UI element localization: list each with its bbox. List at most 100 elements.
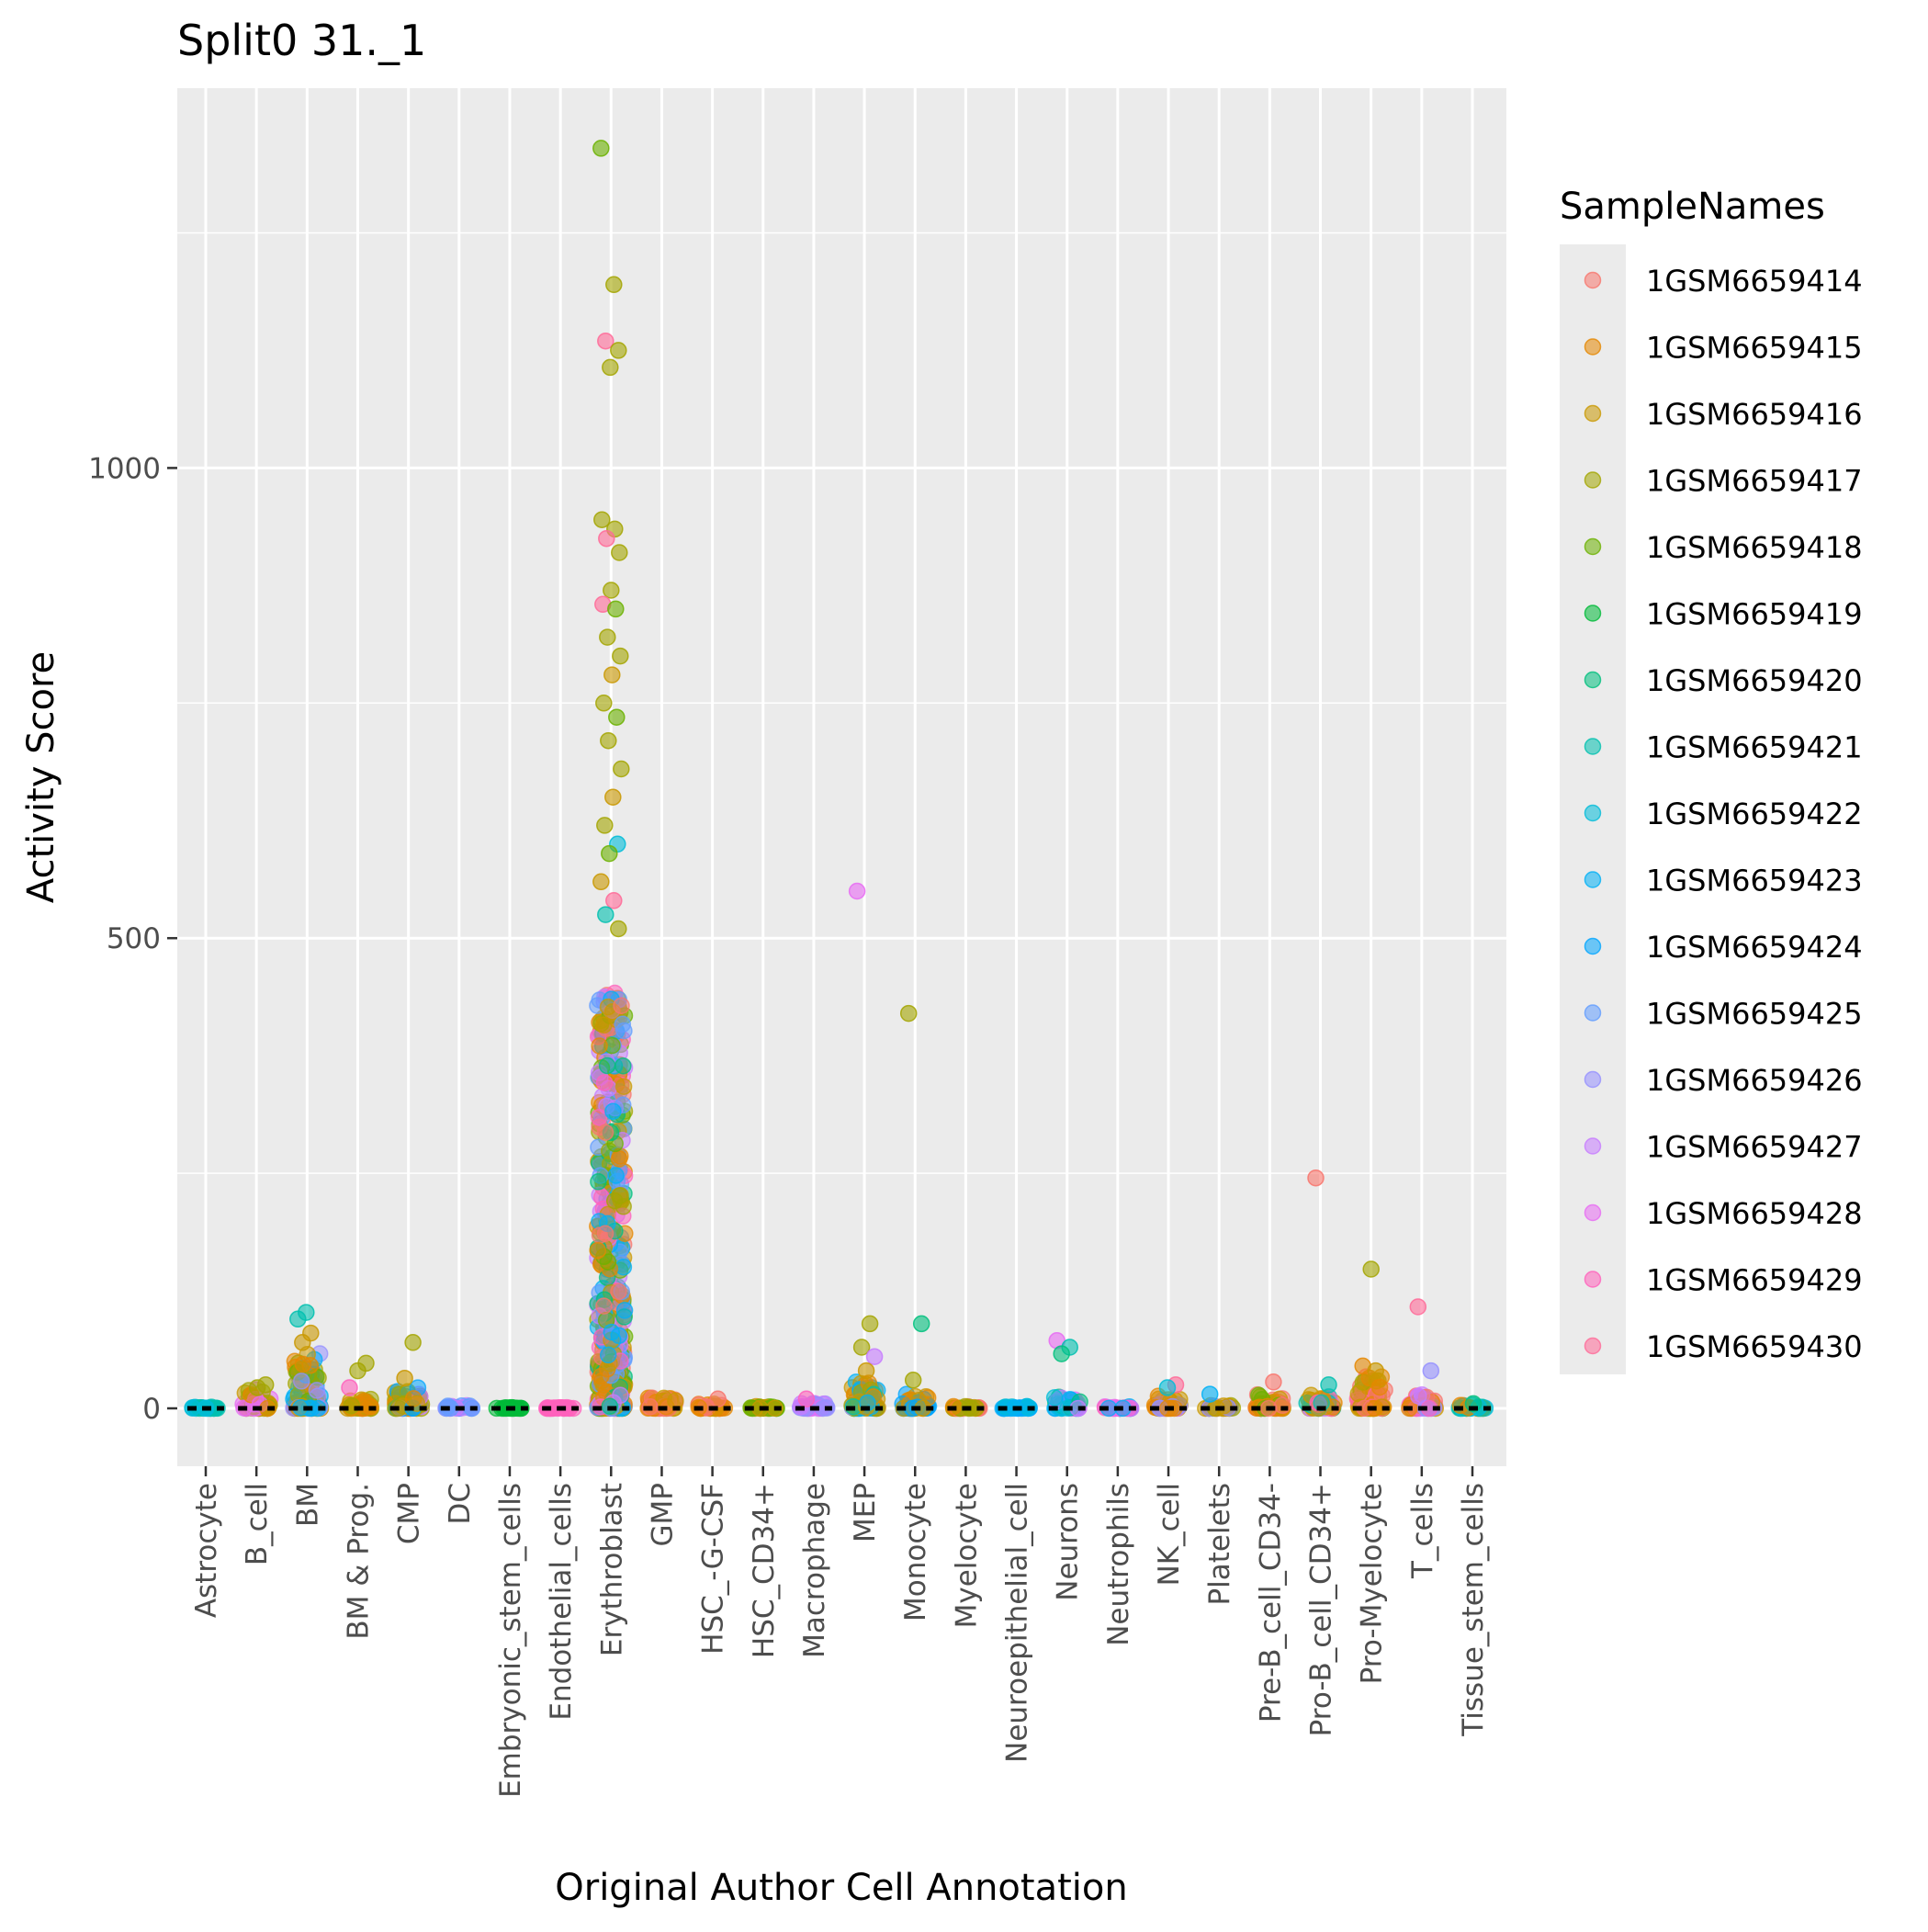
outlier-point bbox=[592, 140, 610, 157]
plot-panel bbox=[177, 88, 1506, 1466]
outlier-point bbox=[865, 1348, 884, 1365]
x-tick-label: CMP bbox=[393, 1483, 426, 1544]
legend-label: 1GSM6659415 bbox=[1646, 331, 1863, 366]
data-point bbox=[595, 1074, 614, 1091]
outlier-point bbox=[1265, 1373, 1282, 1391]
outlier-point bbox=[1409, 1298, 1427, 1316]
data-point bbox=[610, 1282, 627, 1301]
x-tick-label: Embryonic_stem_cells bbox=[494, 1483, 527, 1798]
outlier-point bbox=[1362, 1260, 1380, 1278]
legend-label: 1GSM6659420 bbox=[1646, 663, 1863, 698]
x-tick-label: Neurons bbox=[1052, 1483, 1085, 1601]
x-tick-label: Neutrophils bbox=[1102, 1483, 1135, 1646]
data-point bbox=[599, 1346, 617, 1364]
outlier-point bbox=[248, 1379, 266, 1396]
outlier-point bbox=[604, 788, 622, 806]
y-axis-title: Activity Score bbox=[20, 651, 62, 903]
outlier-point bbox=[613, 760, 630, 778]
data-point bbox=[614, 1015, 632, 1034]
legend-label: 1GSM6659423 bbox=[1646, 864, 1863, 898]
data-point bbox=[607, 1167, 625, 1184]
data-point bbox=[614, 1056, 632, 1075]
legend-key bbox=[1584, 271, 1602, 289]
outlier-point bbox=[598, 529, 615, 548]
legend-key bbox=[1584, 937, 1602, 955]
data-point bbox=[614, 1258, 633, 1276]
outlier-point bbox=[861, 1315, 879, 1333]
legend: SampleNames 1GSM6659414 1GSM6659415 1GSM66… bbox=[1560, 186, 1863, 1374]
outlier-point bbox=[605, 892, 623, 910]
outlier-point bbox=[603, 666, 621, 684]
data-point bbox=[1370, 1378, 1389, 1396]
outlier-point bbox=[349, 1361, 366, 1380]
legend-key bbox=[1584, 604, 1602, 622]
x-tick-label: BM & Prog. bbox=[342, 1483, 375, 1640]
outlier-point bbox=[848, 882, 866, 900]
x-tick-label: Platelets bbox=[1203, 1483, 1236, 1606]
legend-label: 1GSM6659421 bbox=[1646, 730, 1863, 765]
legend-title: SampleNames bbox=[1560, 186, 1825, 228]
legend-label: 1GSM6659414 bbox=[1646, 264, 1863, 299]
data-point bbox=[292, 1373, 310, 1390]
x-tick-label: Erythroblast bbox=[595, 1483, 628, 1656]
legend-label: 1GSM6659430 bbox=[1646, 1329, 1863, 1364]
data-point bbox=[615, 1302, 634, 1319]
data-point bbox=[610, 1327, 628, 1345]
legend-label: 1GSM6659417 bbox=[1646, 464, 1863, 499]
outlier-point bbox=[1307, 1169, 1325, 1187]
outlier-point bbox=[592, 873, 610, 891]
outlier-point bbox=[1367, 1361, 1384, 1380]
outlier-point bbox=[1320, 1376, 1337, 1394]
data-point bbox=[596, 1225, 614, 1242]
outlier-point bbox=[605, 276, 623, 294]
data-point bbox=[595, 1016, 613, 1034]
outlier-point bbox=[1158, 1379, 1177, 1396]
x-tick-label: Astrocyte bbox=[190, 1483, 223, 1618]
legend-key bbox=[1584, 1203, 1602, 1222]
legend-key bbox=[1584, 471, 1602, 489]
x-tick-label: DC bbox=[444, 1483, 477, 1525]
x-tick-label: T_cells bbox=[1406, 1483, 1439, 1579]
y-tick-label: 500 bbox=[107, 922, 161, 955]
outlier-point bbox=[596, 817, 614, 834]
x-tick-label: Neuroepithelial_cell bbox=[1001, 1483, 1034, 1763]
x-tick-label: Endothelial_cells bbox=[545, 1483, 578, 1721]
outlier-point bbox=[341, 1379, 358, 1396]
legend-key bbox=[1584, 738, 1602, 755]
data-point bbox=[1273, 1396, 1291, 1415]
outlier-point bbox=[603, 582, 620, 599]
legend-label: 1GSM6659424 bbox=[1646, 930, 1863, 965]
y-tick-label: 1000 bbox=[88, 452, 161, 485]
outlier-point bbox=[899, 1004, 918, 1022]
x-tick-label: GMP bbox=[646, 1483, 679, 1546]
x-tick-label: HSC_-G-CSF bbox=[697, 1483, 730, 1655]
data-point bbox=[612, 1386, 629, 1405]
highlighted-points bbox=[248, 140, 1483, 1413]
outlier-point bbox=[852, 1339, 871, 1356]
data-point bbox=[614, 1078, 633, 1095]
data-point bbox=[596, 1124, 614, 1141]
outlier-point bbox=[912, 1315, 930, 1333]
outlier-point bbox=[597, 332, 614, 350]
outlier-point bbox=[709, 1390, 727, 1408]
legend-label: 1GSM6659418 bbox=[1646, 530, 1863, 565]
outlier-point bbox=[612, 647, 629, 665]
outlier-point bbox=[611, 544, 628, 561]
legend-label: 1GSM6659428 bbox=[1646, 1196, 1863, 1231]
outlier-point bbox=[600, 731, 617, 750]
outlier-point bbox=[597, 906, 614, 923]
legend-label: 1GSM6659425 bbox=[1646, 997, 1863, 1032]
x-tick-label: Pre-B_cell_CD34- bbox=[1254, 1483, 1287, 1723]
data-point bbox=[614, 1198, 632, 1215]
x-tick-label: B_cell bbox=[241, 1483, 274, 1565]
x-tick-label: MEP bbox=[849, 1483, 882, 1542]
data-point bbox=[598, 1056, 616, 1075]
x-tick-label: Tissue_stem_cells bbox=[1457, 1483, 1490, 1737]
outlier-point bbox=[289, 1310, 307, 1328]
legend-label: 1GSM6659422 bbox=[1646, 797, 1863, 831]
legend-key bbox=[1584, 537, 1602, 556]
data-point bbox=[589, 1241, 607, 1260]
data-point bbox=[595, 1297, 613, 1315]
outlier-point bbox=[904, 1372, 922, 1389]
